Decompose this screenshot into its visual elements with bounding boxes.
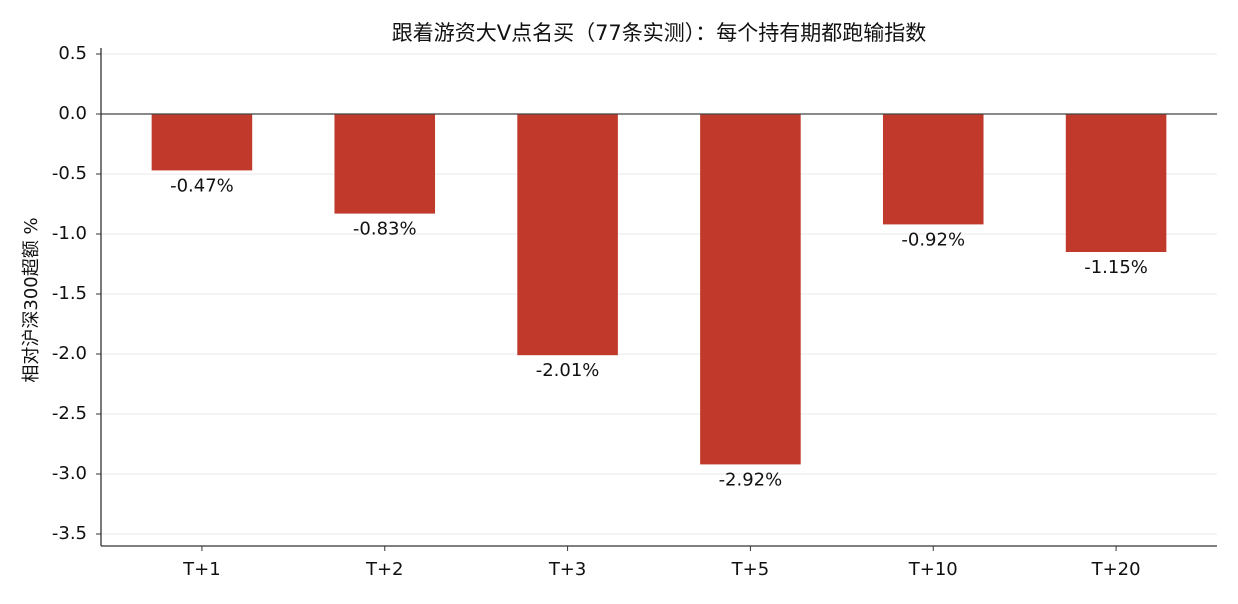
x-tick-label: T+2 bbox=[365, 559, 404, 580]
y-tick-label: -2.5 bbox=[52, 403, 87, 424]
value-label: -2.92% bbox=[719, 469, 783, 490]
y-tick-label: -2.0 bbox=[52, 343, 87, 364]
bar bbox=[517, 114, 618, 356]
x-tick-label: T+1 bbox=[182, 559, 221, 580]
y-tick-label: -3.0 bbox=[52, 463, 87, 484]
value-label: -1.15% bbox=[1084, 257, 1148, 278]
y-axis-label: 相对沪深300超额 % bbox=[21, 217, 42, 382]
chart-title: 跟着游资大V点名买（77条实测）：每个持有期都跑输指数 bbox=[392, 21, 927, 45]
bar bbox=[334, 114, 436, 214]
value-label: -0.92% bbox=[901, 229, 965, 250]
y-tick-label: -1.5 bbox=[52, 283, 87, 304]
value-label: -2.01% bbox=[536, 360, 600, 381]
y-tick-label: -0.5 bbox=[52, 163, 87, 184]
y-tick-label: -1.0 bbox=[52, 223, 87, 244]
bar bbox=[151, 114, 253, 171]
bar bbox=[882, 114, 984, 225]
bar bbox=[700, 114, 801, 465]
value-label: -0.47% bbox=[170, 175, 234, 196]
x-tick-label: T+20 bbox=[1091, 559, 1141, 580]
x-tick-label: T+5 bbox=[731, 559, 770, 580]
y-tick-label: -3.5 bbox=[52, 523, 87, 544]
x-tick-label: T+3 bbox=[548, 559, 587, 580]
bar bbox=[1065, 114, 1167, 252]
value-label: -0.83% bbox=[353, 219, 417, 240]
y-tick-label: 0.0 bbox=[58, 103, 87, 124]
y-tick-label: 0.5 bbox=[58, 43, 87, 64]
x-tick-label: T+10 bbox=[908, 559, 958, 580]
